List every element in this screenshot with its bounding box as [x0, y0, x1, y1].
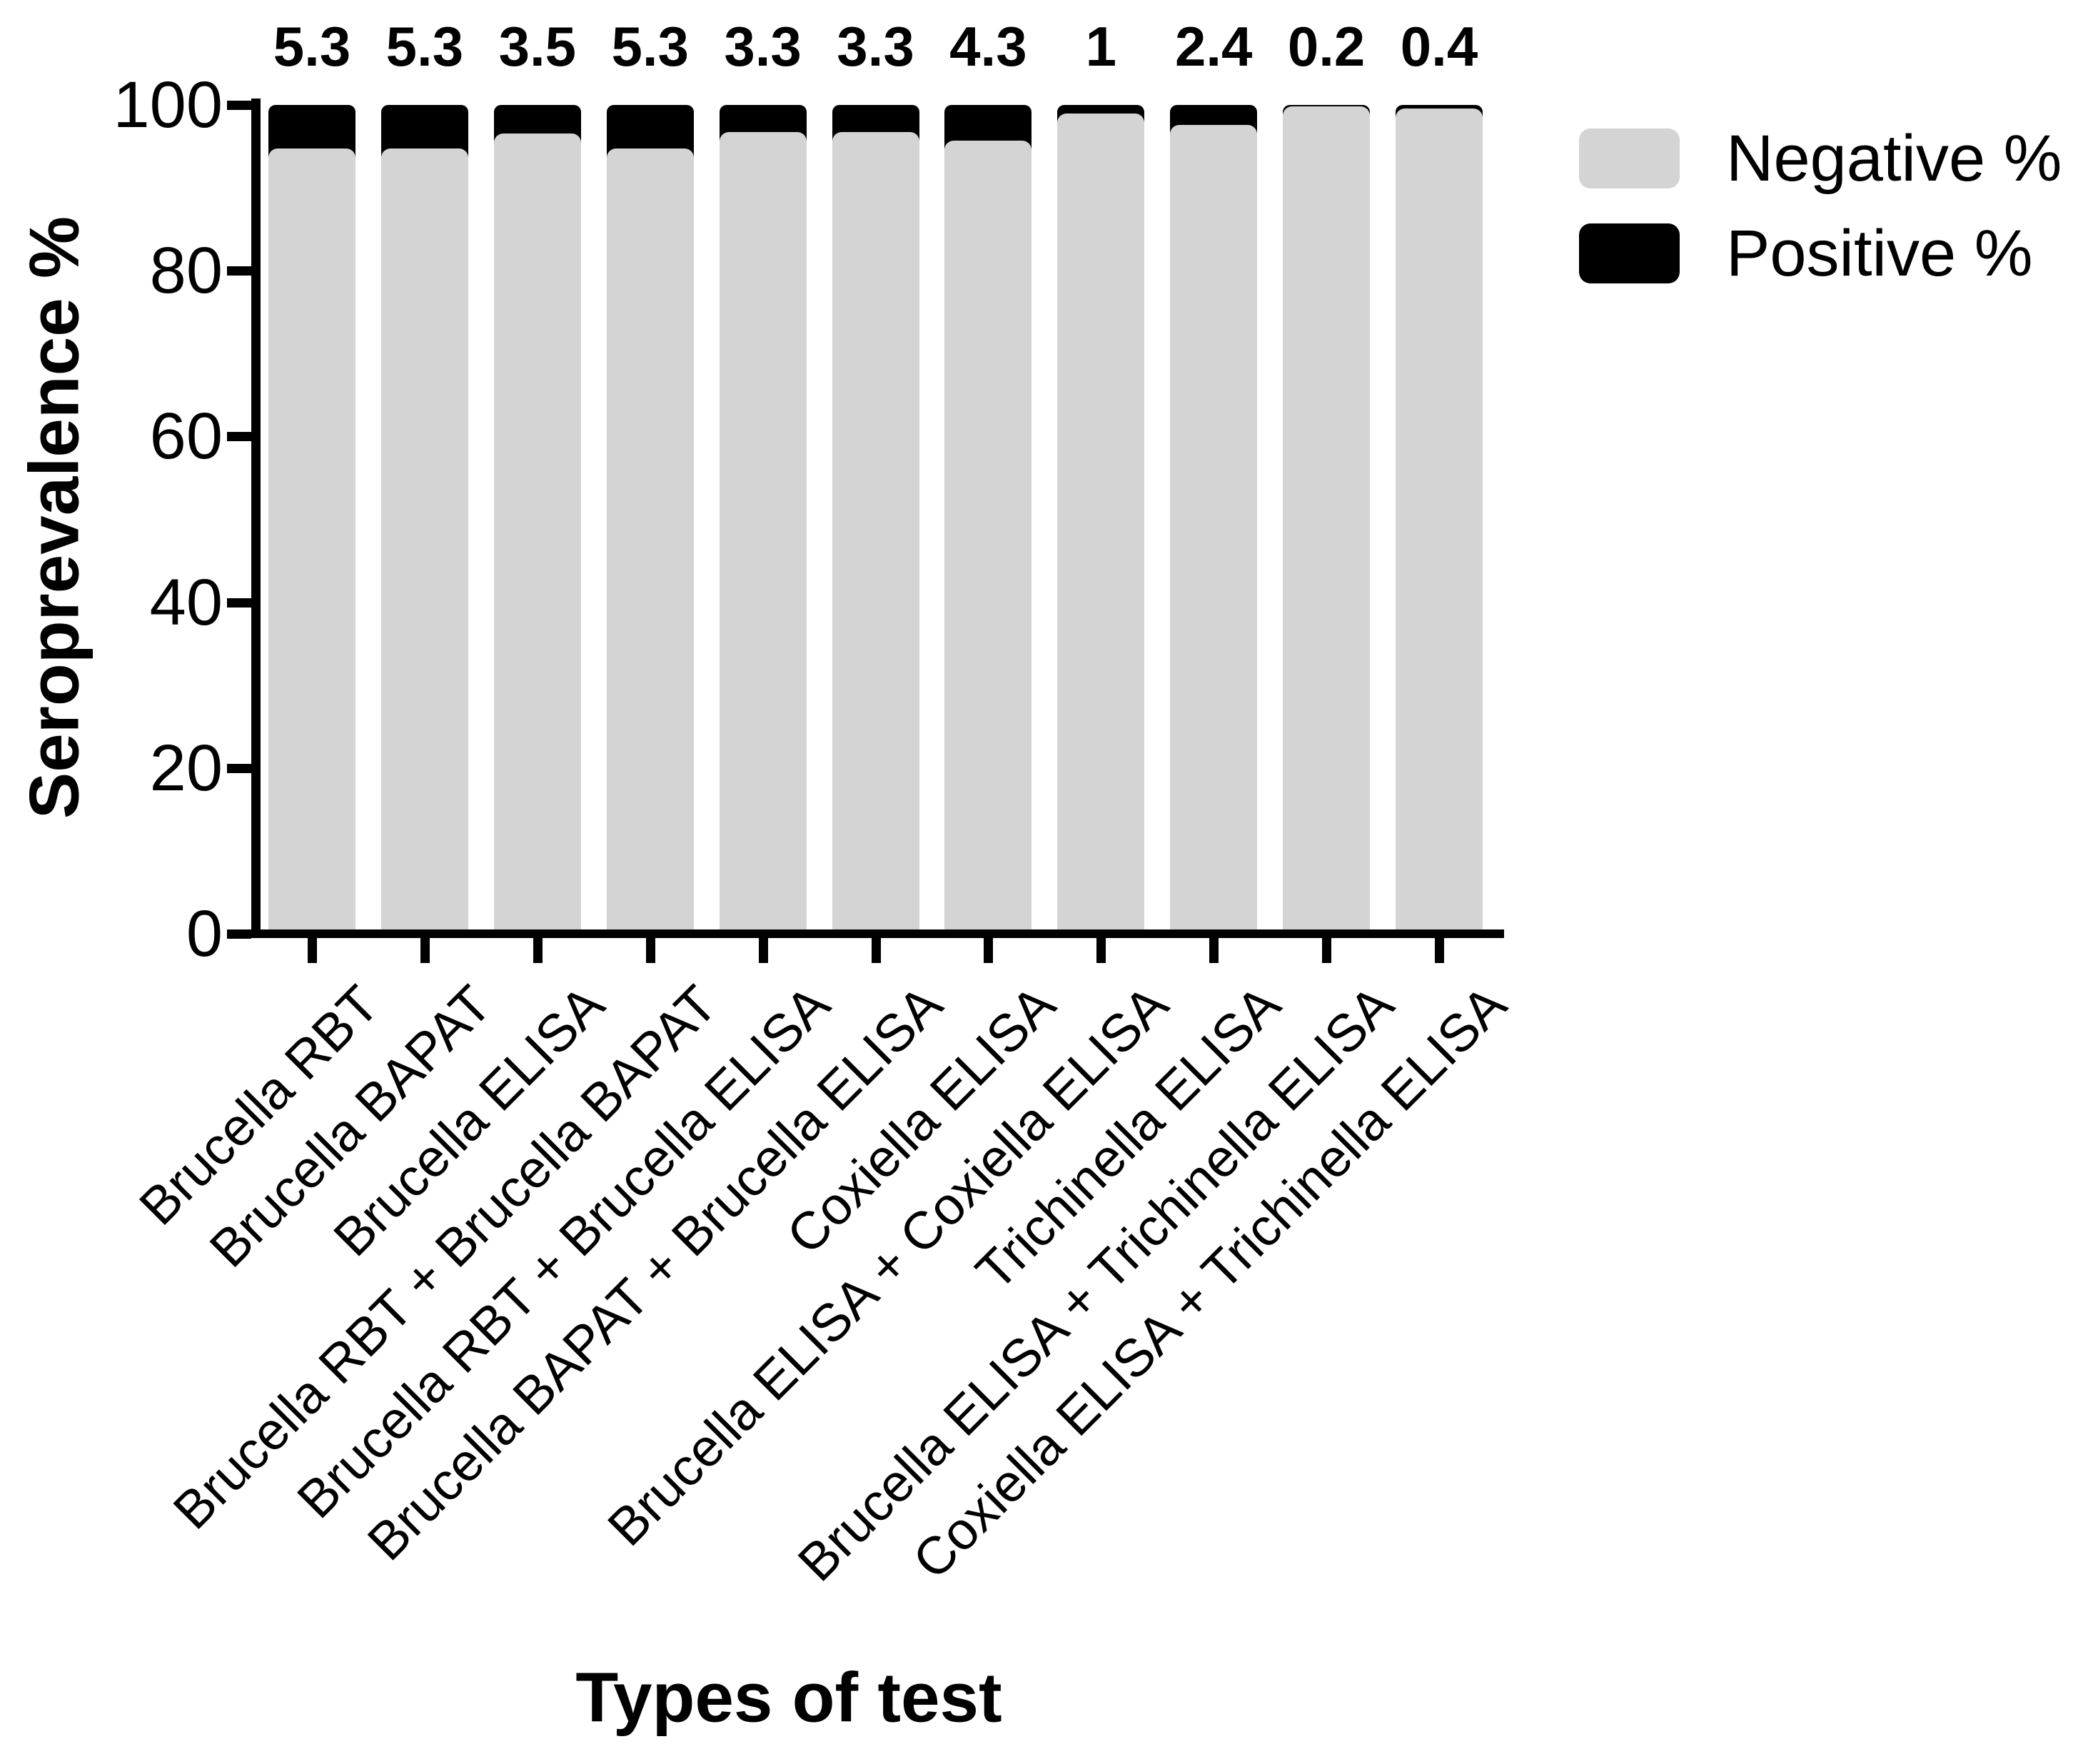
- bar-10-negative-segment: [1396, 108, 1483, 929]
- bar-0-negative-segment: [268, 148, 355, 929]
- bar-3-negative-segment: [606, 148, 694, 929]
- bar-1-negative-segment: [380, 148, 468, 929]
- x-axis-title: Types of test: [575, 1658, 1002, 1737]
- y-tick-60: [227, 432, 251, 442]
- bar-6-negative-segment: [944, 140, 1032, 929]
- bar-8-negative-segment: [1170, 124, 1258, 929]
- y-tick-label-100: 100: [113, 69, 223, 141]
- y-axis-line: [251, 99, 261, 937]
- legend-swatch-negative: [1579, 128, 1680, 188]
- x-tick-8: [1209, 937, 1219, 963]
- x-tick-5: [871, 937, 881, 963]
- bar-10-value-label: 0.4: [1400, 15, 1478, 78]
- legend-label-negative: Negative %: [1726, 121, 2062, 195]
- bar-7-negative-segment: [1057, 113, 1145, 929]
- legend-swatch-positive: [1579, 223, 1680, 283]
- x-tick-7: [1096, 937, 1106, 963]
- x-tick-10: [1435, 937, 1444, 963]
- bar-6-value-label: 4.3: [949, 15, 1027, 78]
- x-tick-4: [758, 937, 768, 963]
- y-tick-label-40: 40: [149, 565, 223, 639]
- bar-3-value-label: 5.3: [611, 15, 689, 78]
- y-tick-label-60: 60: [149, 400, 223, 473]
- bar-5-value-label: 3.3: [837, 15, 914, 78]
- bar-2-negative-segment: [493, 133, 581, 929]
- bar-7-value-label: 1: [1085, 15, 1116, 78]
- x-tick-0: [308, 937, 317, 963]
- x-tick-3: [645, 937, 655, 963]
- legend: Negative % Positive %: [1579, 122, 2062, 318]
- bar-4-negative-segment: [719, 132, 807, 929]
- x-tick-6: [984, 937, 994, 963]
- bar-4-value-label: 3.3: [724, 15, 802, 78]
- y-tick-40: [227, 598, 251, 608]
- y-tick-100: [227, 101, 251, 110]
- bar-8-value-label: 2.4: [1174, 15, 1253, 78]
- bar-2-value-label: 3.5: [498, 15, 577, 78]
- legend-item-negative: Negative %: [1579, 122, 2062, 195]
- x-axis-line: [228, 929, 1504, 938]
- legend-item-positive: Positive %: [1579, 217, 2062, 290]
- bar-9-value-label: 0.2: [1287, 15, 1366, 78]
- x-tick-2: [533, 937, 543, 963]
- legend-label-positive: Positive %: [1726, 216, 2033, 290]
- bar-1-value-label: 5.3: [385, 15, 464, 78]
- y-tick-label-0: 0: [186, 897, 223, 970]
- x-tick-1: [420, 937, 430, 963]
- bar-9-negative-segment: [1283, 106, 1371, 929]
- bar-0-value-label: 5.3: [273, 15, 351, 78]
- y-tick-label-80: 80: [149, 234, 223, 308]
- y-tick-20: [227, 763, 251, 773]
- x-tick-9: [1322, 937, 1332, 963]
- bar-5-negative-segment: [832, 132, 919, 929]
- y-tick-0: [227, 929, 251, 939]
- y-tick-80: [227, 266, 251, 276]
- y-tick-label-20: 20: [149, 731, 223, 805]
